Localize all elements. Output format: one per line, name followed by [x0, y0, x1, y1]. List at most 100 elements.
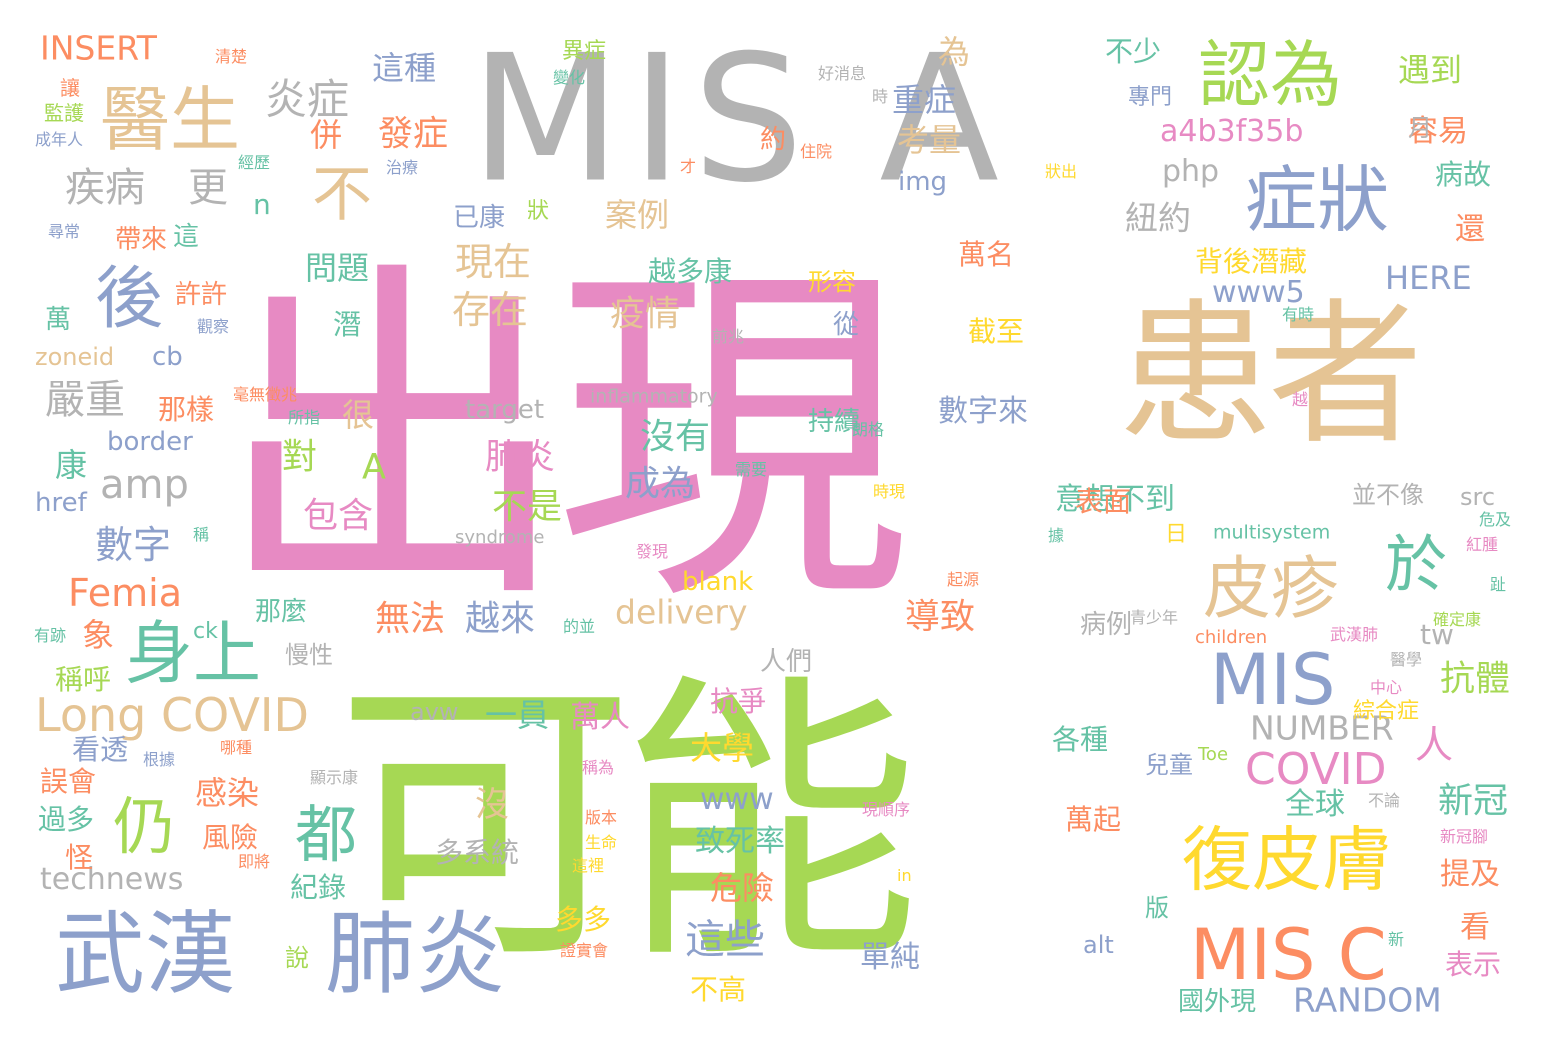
word-cloud-word: 顯示康 [310, 768, 359, 787]
word-cloud-word: 證實會 [560, 941, 609, 960]
word-cloud-word: 象 [82, 616, 115, 654]
word-cloud-word: 持續 [808, 407, 861, 437]
word-cloud-word: 看 [1460, 910, 1490, 945]
word-cloud-word: 為 [938, 33, 971, 71]
word-cloud-word: 炎症 [265, 75, 350, 124]
word-cloud-word: tw [1420, 618, 1454, 651]
word-cloud-word: 時 [872, 87, 889, 106]
word-cloud-word: 好消息 [818, 64, 867, 83]
word-cloud-word: 專門 [1128, 85, 1173, 110]
word-cloud-word: 萬人 [570, 700, 630, 735]
word-cloud-word: 沒有 [640, 417, 711, 458]
word-cloud-word: 還 [1455, 212, 1485, 247]
word-cloud-word: 患者 [1118, 284, 1423, 466]
word-cloud-word: 一員 [485, 696, 550, 734]
word-cloud-word: 有時 [1282, 305, 1315, 324]
word-cloud-word: 多系統 [435, 836, 520, 869]
word-cloud-word: 即將 [238, 852, 271, 871]
word-cloud-word: 生命 [585, 833, 618, 852]
word-cloud-word: multisystem [1213, 521, 1331, 544]
word-cloud-word: Toe [1198, 744, 1229, 765]
word-cloud-word: 稱 [193, 525, 210, 544]
word-cloud-word: 不論 [1368, 791, 1401, 810]
word-cloud-word: alt [1083, 931, 1114, 959]
word-cloud-word: syndrome [455, 527, 545, 548]
word-cloud-word: 康 [55, 446, 88, 484]
word-cloud-word: 版 [1145, 894, 1169, 922]
word-cloud-word: 全球 [1285, 787, 1345, 822]
word-cloud-word: Long COVID [35, 688, 309, 742]
word-cloud-word: target [465, 395, 545, 425]
word-cloud-word: 肺炎 [325, 902, 505, 1007]
word-cloud-word: 病故 [1435, 158, 1492, 191]
word-cloud-word: 讓 [60, 76, 80, 100]
word-cloud-word: 表示 [1445, 948, 1502, 981]
word-cloud-word: 提及 [1440, 857, 1500, 892]
word-cloud-word: ck [193, 619, 218, 644]
word-cloud-word: 仍 [113, 790, 176, 863]
word-cloud-word: 紀錄 [290, 871, 347, 904]
word-cloud-word: 單純 [860, 940, 920, 975]
word-cloud-word: 的並 [563, 617, 596, 636]
word-cloud-word: 治療 [386, 158, 419, 177]
word-cloud-word: 案例 [605, 196, 670, 234]
word-cloud-word: 兒童 [1145, 751, 1193, 779]
word-cloud-word: 出現 [215, 232, 910, 647]
word-cloud-word: 導致 [905, 597, 976, 638]
word-cloud-word: 尋常 [48, 222, 81, 241]
word-cloud-word: 那樣 [158, 393, 215, 426]
word-cloud-word: 認為 [1198, 33, 1343, 117]
word-cloud-word: href [35, 488, 87, 518]
word-cloud-word: 才 [680, 157, 697, 176]
word-cloud-word: 成年人 [35, 130, 84, 149]
word-cloud-word: 已康 [453, 203, 506, 233]
word-cloud-word: 青少年 [1130, 608, 1179, 627]
word-cloud-word: 症狀 [1245, 158, 1390, 242]
word-cloud-word: in [897, 866, 912, 885]
word-cloud-word: 病例 [1080, 610, 1133, 640]
word-cloud-word: 可能 [335, 650, 920, 999]
word-cloud-word: 不少 [1105, 35, 1162, 68]
word-cloud-word: 疫情 [610, 294, 681, 335]
word-cloud-word: 皮疹 [1203, 550, 1340, 629]
word-cloud-word: 截至 [968, 315, 1025, 348]
word-cloud-word: 據 [1048, 526, 1065, 545]
word-cloud-word: Femia [68, 571, 183, 615]
word-cloud-word: 容易 [1408, 114, 1468, 149]
word-cloud-word: 後 [95, 260, 164, 339]
word-cloud-word: 肺炎 [485, 437, 556, 478]
word-cloud-word: n [253, 188, 271, 221]
word-cloud-word: 這些 [685, 917, 765, 963]
word-cloud-word: a4b3f35b [1160, 114, 1304, 149]
word-cloud-word: 背後潛藏 [1195, 245, 1308, 278]
word-cloud-word: MIS [1210, 639, 1336, 721]
word-cloud-word: 稱呼 [55, 663, 112, 696]
word-cloud-word: 哪種 [220, 738, 253, 757]
word-cloud-word: 潛 [333, 308, 362, 341]
word-cloud-word: 日 [1165, 522, 1188, 547]
word-cloud-word: 大學 [690, 729, 755, 767]
word-cloud-word: 無法 [375, 599, 446, 640]
word-cloud-word: 過多 [38, 803, 95, 836]
word-cloud-word: 現順序 [862, 800, 911, 819]
word-cloud-word: 重症 [892, 81, 957, 119]
word-cloud-word: 說 [285, 944, 309, 972]
word-cloud-word: 問題 [305, 249, 370, 287]
word-cloud-word: 都 [295, 798, 358, 871]
word-cloud-word: 前兆 [712, 327, 745, 346]
word-cloud-word: 起源 [947, 570, 980, 589]
word-cloud-word: NUMBER [1250, 708, 1394, 748]
word-cloud-word: 危及 [1479, 510, 1512, 529]
word-cloud-word: COVID [1245, 744, 1387, 795]
word-cloud-word: 稱為 [582, 758, 615, 777]
word-cloud-word: 越 [1292, 390, 1309, 409]
word-cloud-word: 所指 [288, 408, 321, 427]
word-cloud-word: 狀 [527, 199, 550, 224]
word-cloud-word: 現在 [455, 240, 532, 284]
word-cloud-word: 意想不到 [1055, 482, 1175, 517]
word-cloud-word: MIS C [1190, 914, 1387, 996]
word-cloud-word: 確定康 [1433, 610, 1482, 629]
word-cloud-word: 時現 [873, 482, 906, 501]
word-cloud-word: 有跡 [34, 626, 67, 645]
word-cloud-word: 感染 [195, 774, 260, 812]
